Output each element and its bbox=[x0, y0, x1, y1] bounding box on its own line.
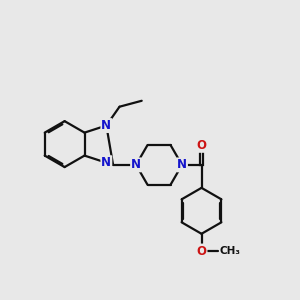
Text: N: N bbox=[177, 158, 187, 171]
Text: CH₃: CH₃ bbox=[220, 246, 241, 256]
Text: N: N bbox=[101, 156, 111, 169]
Text: O: O bbox=[196, 139, 206, 152]
Text: O: O bbox=[196, 244, 206, 257]
Text: N: N bbox=[101, 119, 111, 132]
Text: N: N bbox=[131, 158, 141, 171]
